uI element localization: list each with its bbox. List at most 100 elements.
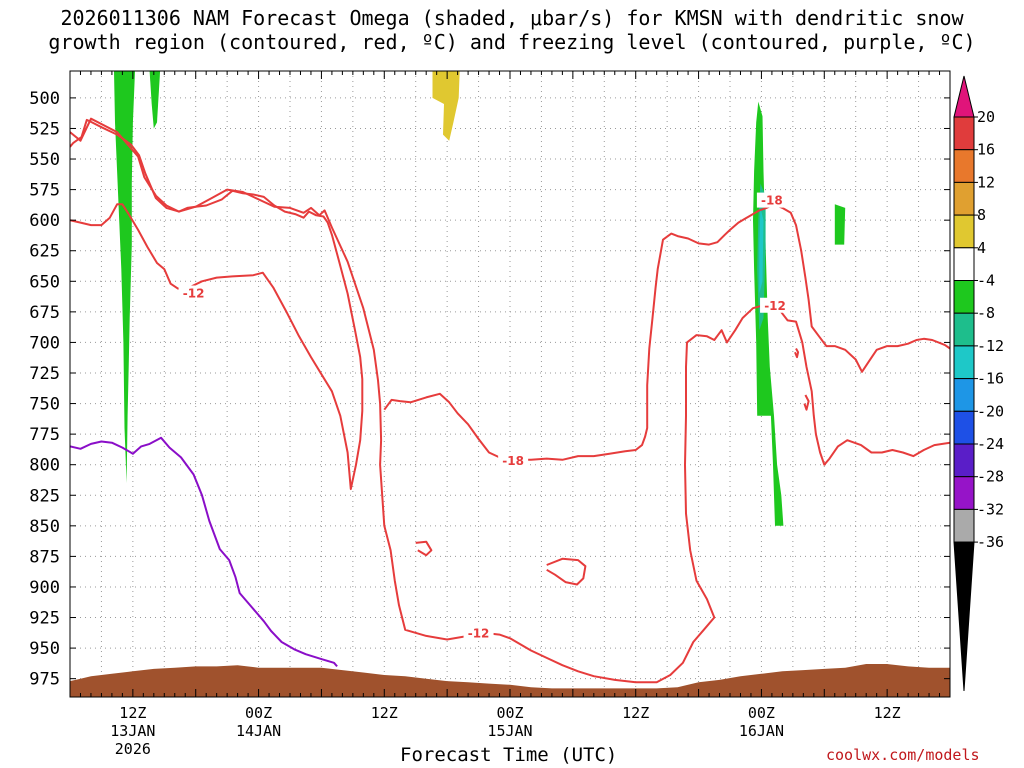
colorbar-top-arrow xyxy=(953,75,975,118)
colorbar-label: -20 xyxy=(977,402,1004,420)
colorbar-label: 4 xyxy=(977,239,986,257)
y-tick-label: 500 xyxy=(29,89,60,109)
colorbar-label: 16 xyxy=(977,141,995,159)
y-tick-label: 700 xyxy=(29,333,60,353)
y-tick-label: 625 xyxy=(29,242,60,262)
colorbar-bin xyxy=(953,214,975,249)
y-tick-label: 525 xyxy=(29,119,60,139)
contour-label: -18 xyxy=(761,194,783,208)
x-tick-label: 12Z xyxy=(371,704,398,722)
omega-region xyxy=(114,71,135,483)
colorbar-bin xyxy=(953,508,975,543)
red-contour-line xyxy=(803,394,810,411)
red-contour-line xyxy=(794,348,800,359)
y-tick-label: 750 xyxy=(29,395,60,415)
omega-shading xyxy=(114,71,846,526)
colorbar-bin xyxy=(953,116,975,151)
colorbar-label: -36 xyxy=(977,533,1004,551)
colorbar-label: 8 xyxy=(977,206,986,224)
colorbar-label: -16 xyxy=(977,370,1004,388)
contour-label-bg xyxy=(178,285,209,301)
contour-label: -12 xyxy=(183,287,205,301)
omega-region xyxy=(759,207,764,294)
red-contour-line xyxy=(70,118,364,491)
colorbar-label: -24 xyxy=(977,435,1004,453)
credit-text: coolwx.com/models xyxy=(826,746,980,764)
plot-frame xyxy=(69,70,951,698)
colorbar-label: -12 xyxy=(977,337,1004,355)
x-tick-label: 12Z xyxy=(874,704,901,722)
colorbar-bin xyxy=(953,345,975,380)
x-tick-label: 12Z xyxy=(119,704,146,722)
colorbar-label: -28 xyxy=(977,468,1004,486)
colorbar-bin xyxy=(953,149,975,183)
colorbar: 20 16 12 8 4 -4 -8 -12 -16 -20 -24 -28 -32 -36 xyxy=(953,75,1004,692)
x-tick-label: 12Z xyxy=(622,704,649,722)
title-line-2: growth region (contoured, red, ºC) and f… xyxy=(48,30,976,54)
colorbar-bin xyxy=(953,443,975,478)
colorbar-bin xyxy=(953,247,975,282)
contour-label: -18 xyxy=(502,454,524,468)
contour-label-bg xyxy=(760,297,791,313)
grid-lines xyxy=(69,71,951,697)
x-tick-year: 2026 xyxy=(115,740,151,758)
freezing-level-line xyxy=(70,436,338,668)
x-tick-label: 00Z xyxy=(245,704,272,722)
x-tick-date: 15JAN xyxy=(487,722,532,740)
dendritic-growth-contours xyxy=(70,117,950,684)
y-tick-label: 600 xyxy=(29,211,60,231)
y-tick-label: 925 xyxy=(29,609,60,629)
colorbar-bin xyxy=(953,378,975,412)
y-tick-label: 725 xyxy=(29,364,60,384)
y-tick-label: 800 xyxy=(29,456,60,476)
colorbar-label: 20 xyxy=(977,108,995,126)
red-contour-line xyxy=(70,117,950,684)
colorbar-bin xyxy=(953,476,975,510)
contour-label: -12 xyxy=(764,299,786,313)
omega-region xyxy=(753,101,784,526)
title-line-1: 2026011306 NAM Forecast Omega (shaded, μ… xyxy=(60,6,964,30)
y-tick-label: 550 xyxy=(29,150,60,170)
y-tick-label: 850 xyxy=(29,517,60,537)
contour-label-bg xyxy=(756,192,787,208)
omega-region xyxy=(149,71,161,129)
y-tick-label: 825 xyxy=(29,486,60,506)
x-tick-date: 14JAN xyxy=(236,722,281,740)
y-tick-label: 650 xyxy=(29,272,60,292)
x-tick-date: 13JAN xyxy=(110,722,155,740)
contour-label: -12 xyxy=(468,626,490,640)
colorbar-bin xyxy=(953,410,975,445)
omega-region xyxy=(432,71,460,141)
terrain-fill xyxy=(70,664,950,697)
x-tick-label: 00Z xyxy=(496,704,523,722)
colorbar-label: -32 xyxy=(977,500,1004,518)
y-axis: 500 525 550 575 600 625 650 675 700 725 750 775 800 8… xyxy=(29,89,950,690)
colorbar-bottom-arrow xyxy=(953,541,975,692)
x-tick-date: 16JAN xyxy=(739,722,784,740)
x-axis-title: Forecast Time (UTC) xyxy=(400,744,618,766)
omega-region xyxy=(834,204,846,245)
colorbar-label: -4 xyxy=(977,272,995,290)
y-tick-label: 875 xyxy=(29,547,60,567)
x-tick-label: 00Z xyxy=(748,704,775,722)
contour-labels: -12 -18 -12 -18 -12 xyxy=(178,192,791,641)
colorbar-bin xyxy=(953,312,975,347)
colorbar-bin xyxy=(953,181,975,216)
contour-label-bg xyxy=(463,625,494,641)
y-tick-label: 775 xyxy=(29,425,60,445)
colorbar-label: 12 xyxy=(977,173,995,191)
colorbar-bin xyxy=(953,280,975,314)
y-tick-label: 675 xyxy=(29,303,60,323)
red-contour-line xyxy=(415,540,433,557)
y-tick-label: 975 xyxy=(29,670,60,690)
y-tick-label: 575 xyxy=(29,181,60,201)
red-contour-line xyxy=(546,557,587,586)
y-tick-label: 900 xyxy=(29,578,60,598)
freezing-level-contour xyxy=(70,436,338,668)
y-tick-label: 950 xyxy=(29,639,60,659)
contour-label-bg xyxy=(498,453,529,469)
terrain-layer xyxy=(70,664,950,697)
colorbar-label: -8 xyxy=(977,304,995,322)
